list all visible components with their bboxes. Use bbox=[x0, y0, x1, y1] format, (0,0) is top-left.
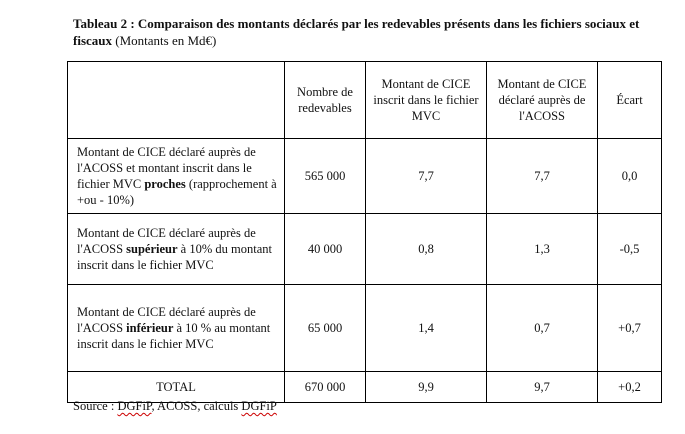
table-caption: Tableau 2 : Comparaison des montants déc… bbox=[73, 15, 653, 49]
cell-redevables: 565 000 bbox=[284, 138, 366, 214]
table-row: Montant de CICE déclaré auprès de l'ACOS… bbox=[67, 213, 662, 285]
caption-title: Tableau 2 : Comparaison des montants déc… bbox=[73, 16, 640, 48]
header-ecart: Écart bbox=[597, 61, 662, 139]
header-redevables: Nombre de redevables bbox=[284, 61, 366, 139]
cell-mvc: 7,7 bbox=[365, 138, 487, 214]
header-empty-cell bbox=[67, 61, 285, 139]
caption-unit: (Montants en Md€) bbox=[112, 33, 217, 48]
row-label: Montant de CICE déclaré auprès de l'ACOS… bbox=[67, 284, 285, 372]
cell-ecart: 0,0 bbox=[597, 138, 662, 214]
total-redevables: 670 000 bbox=[284, 371, 366, 403]
total-mvc: 9,9 bbox=[365, 371, 487, 403]
cell-redevables: 40 000 bbox=[284, 213, 366, 285]
cell-mvc: 0,8 bbox=[365, 213, 487, 285]
row-label: Montant de CICE déclaré auprès de l'ACOS… bbox=[67, 213, 285, 285]
cell-redevables: 65 000 bbox=[284, 284, 366, 372]
total-label: TOTAL bbox=[67, 371, 285, 403]
total-ecart: +0,2 bbox=[597, 371, 662, 403]
cell-acoss: 0,7 bbox=[486, 284, 598, 372]
cell-ecart: +0,7 bbox=[597, 284, 662, 372]
comparison-table: Nombre de redevables Montant de CICE ins… bbox=[67, 61, 662, 403]
cell-acoss: 1,3 bbox=[486, 213, 598, 285]
header-mvc: Montant de CICE inscrit dans le fichier … bbox=[365, 61, 487, 139]
header-row: Nombre de redevables Montant de CICE ins… bbox=[67, 61, 662, 139]
cell-mvc: 1,4 bbox=[365, 284, 487, 372]
total-acoss: 9,7 bbox=[486, 371, 598, 403]
total-row: TOTAL 670 000 9,9 9,7 +0,2 bbox=[67, 371, 662, 403]
header-acoss: Montant de CICE déclaré auprès de l'ACOS… bbox=[486, 61, 598, 139]
source-note: Source : DGFiP, ACOSS, calculs DGFiP bbox=[73, 399, 277, 413]
row-label: Montant de CICE déclaré auprès de l'ACOS… bbox=[67, 138, 285, 214]
cell-ecart: -0,5 bbox=[597, 213, 662, 285]
cell-acoss: 7,7 bbox=[486, 138, 598, 214]
table-row: Montant de CICE déclaré auprès de l'ACOS… bbox=[67, 284, 662, 372]
table-row: Montant de CICE déclaré auprès de l'ACOS… bbox=[67, 138, 662, 214]
source-dgfip: DGFiP bbox=[117, 399, 152, 413]
source-dgfip-calc: DGFiP bbox=[241, 399, 277, 413]
